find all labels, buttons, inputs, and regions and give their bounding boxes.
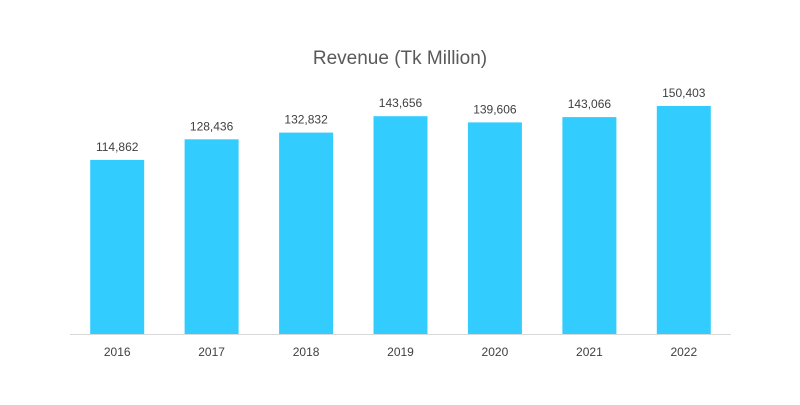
value-label-2018: 132,832 bbox=[284, 113, 328, 127]
x-tick-label-2021: 2021 bbox=[576, 345, 603, 359]
x-tick-label-2018: 2018 bbox=[293, 345, 320, 359]
bars-group bbox=[90, 106, 711, 335]
x-tick-label-2016: 2016 bbox=[104, 345, 131, 359]
bar-2019 bbox=[373, 116, 428, 334]
x-tick-labels-group: 2016 2017 2018 2019 2020 2021 2022 bbox=[104, 345, 698, 359]
value-label-2022: 150,403 bbox=[662, 86, 706, 100]
x-tick-label-2017: 2017 bbox=[198, 345, 225, 359]
value-labels-group: 114,862 128,436 132,832 143,656 139,606 143,0… bbox=[96, 86, 706, 154]
value-label-2017: 128,436 bbox=[190, 119, 234, 133]
x-tick-label-2019: 2019 bbox=[387, 345, 414, 359]
value-label-2016: 114,862 bbox=[96, 140, 139, 154]
value-label-2021: 143,066 bbox=[568, 97, 612, 111]
x-tick-label-2022: 2022 bbox=[670, 345, 697, 359]
x-tick-label-2020: 2020 bbox=[482, 345, 509, 359]
bar-2022 bbox=[656, 106, 711, 334]
bar-2018 bbox=[279, 132, 334, 334]
bar-2021 bbox=[562, 117, 617, 334]
chart-title: Revenue (Tk Million) bbox=[312, 48, 488, 69]
bar-2016 bbox=[90, 159, 145, 334]
bar-2017 bbox=[184, 139, 239, 334]
bar-2020 bbox=[467, 122, 522, 335]
value-label-2020: 139,606 bbox=[473, 102, 517, 116]
value-label-2019: 143,656 bbox=[379, 96, 423, 110]
